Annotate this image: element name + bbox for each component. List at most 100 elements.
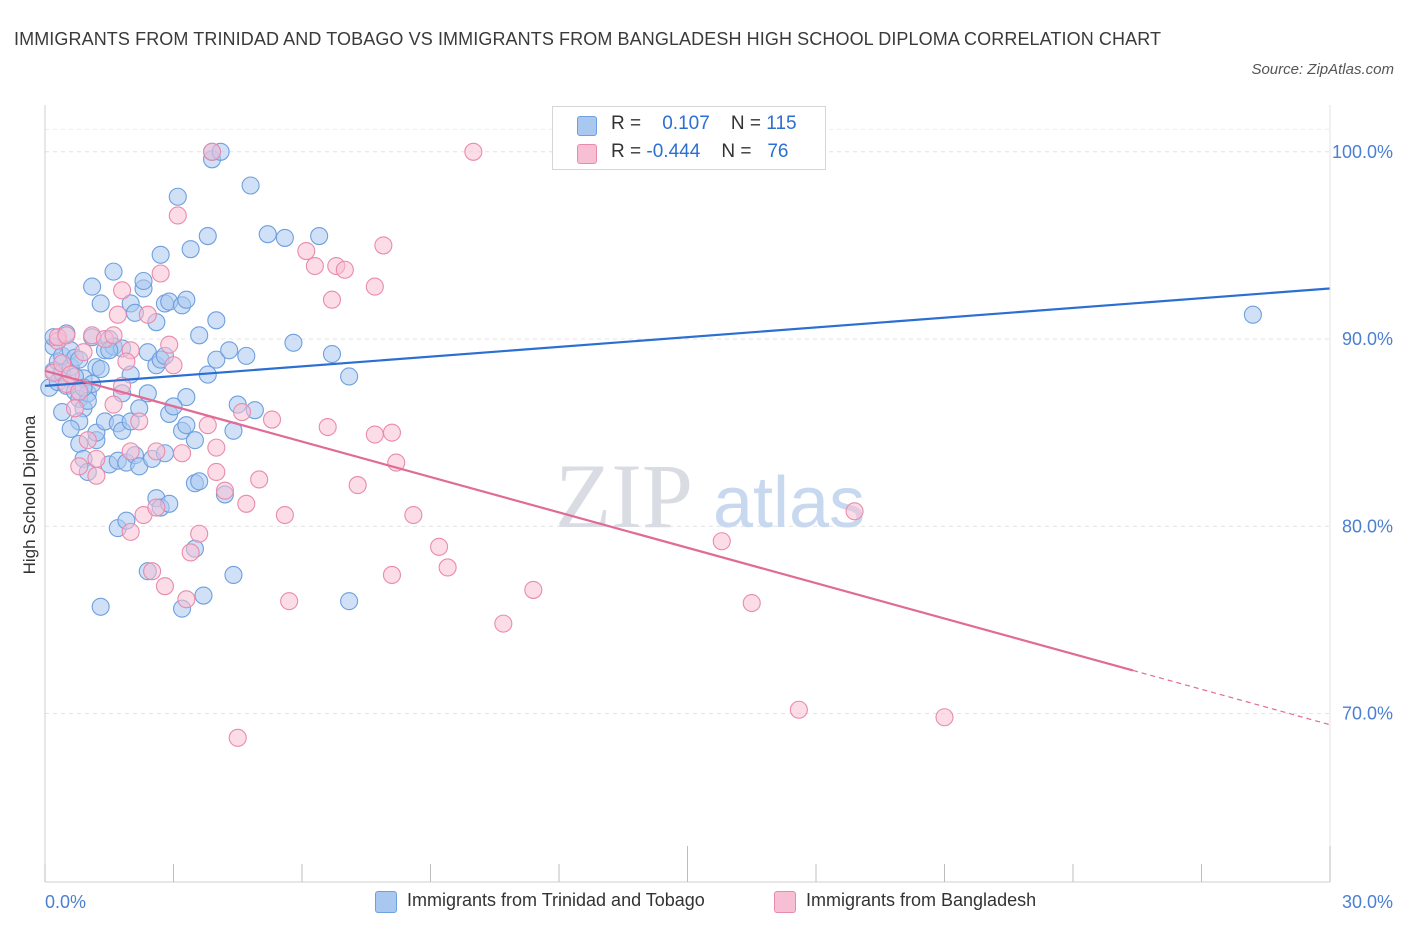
r-label: R =: [611, 113, 642, 134]
point-bangladesh: [121, 442, 140, 461]
point-trinidad: [198, 227, 217, 246]
point-bangladesh: [121, 522, 140, 541]
point-bangladesh: [348, 476, 367, 495]
point-bangladesh: [147, 498, 166, 517]
point-bangladesh: [104, 395, 123, 414]
point-bangladesh: [365, 277, 384, 296]
point-bangladesh: [335, 260, 354, 279]
point-trinidad: [151, 245, 170, 264]
trend-extension-bangladesh: [1132, 669, 1331, 726]
point-bangladesh: [297, 241, 316, 261]
point-trinidad: [275, 228, 294, 247]
point-trinidad: [181, 240, 200, 259]
point-trinidad: [310, 227, 329, 246]
point-trinidad: [134, 271, 153, 291]
point-bangladesh: [935, 708, 954, 727]
point-trinidad: [258, 225, 277, 244]
r-value: -0.444: [646, 141, 701, 162]
point-trinidad: [104, 262, 123, 281]
y-tick-label: 70.0%: [1342, 703, 1393, 723]
y-tick-label: 80.0%: [1342, 516, 1393, 536]
point-bangladesh: [250, 470, 269, 489]
stats-row-bangladesh: R = -0.444 N = 76: [577, 141, 788, 165]
point-bangladesh: [275, 505, 294, 525]
point-trinidad: [177, 290, 196, 309]
point-bangladesh: [524, 580, 543, 599]
point-bangladesh: [57, 326, 76, 345]
point-trinidad: [177, 416, 196, 435]
point-trinidad: [1243, 305, 1262, 324]
n-label: N =: [730, 113, 762, 134]
point-bangladesh: [177, 590, 196, 609]
point-bangladesh: [198, 416, 217, 435]
point-bangladesh: [318, 417, 337, 437]
point-bangladesh: [143, 562, 162, 581]
x-tick-label: 0.0%: [45, 892, 86, 912]
point-bangladesh: [712, 532, 731, 551]
point-bangladesh: [365, 425, 384, 444]
point-bangladesh: [382, 423, 402, 442]
point-bangladesh: [147, 442, 166, 461]
point-bangladesh: [207, 438, 226, 457]
n-value: 115: [766, 113, 797, 134]
point-bangladesh: [438, 558, 457, 577]
trend-line-bangladesh: [44, 369, 1134, 672]
point-bangladesh: [65, 399, 85, 418]
trend-line-trinidad: [44, 287, 1330, 387]
legend-label-bangladesh: Immigrants from Bangladesh: [806, 890, 1037, 910]
point-trinidad: [340, 592, 359, 611]
point-bangladesh: [104, 326, 123, 345]
point-trinidad: [185, 431, 204, 450]
point-bangladesh: [322, 290, 342, 309]
point-bangladesh: [305, 256, 324, 276]
point-bangladesh: [160, 335, 179, 354]
grid-lines: [45, 128, 1330, 714]
stats-swatch-trinidad: [577, 116, 597, 136]
legend-swatch-bangladesh: [774, 891, 796, 913]
r-label: R =: [611, 141, 642, 162]
point-trinidad: [322, 344, 342, 364]
point-bangladesh: [138, 305, 157, 324]
point-trinidad: [91, 359, 110, 379]
point-bangladesh: [207, 462, 226, 482]
point-bangladesh: [382, 565, 402, 584]
n-label: N =: [721, 141, 752, 162]
point-bangladesh: [237, 494, 256, 513]
point-bangladesh: [232, 403, 252, 422]
point-bangladesh: [113, 281, 132, 300]
point-bangladesh: [164, 356, 183, 375]
point-trinidad: [340, 367, 359, 386]
watermark: ZIP atlas: [555, 445, 865, 547]
point-bangladesh: [78, 431, 97, 450]
point-trinidad: [91, 597, 110, 616]
point-trinidad: [168, 187, 187, 206]
point-bangladesh: [203, 142, 222, 161]
point-bangladesh: [374, 236, 393, 255]
tick-labels: 100.0% 90.0% 80.0% 70.0% 0.0% 30.0%: [45, 142, 1393, 912]
point-bangladesh: [215, 481, 234, 500]
point-bangladesh: [845, 502, 864, 521]
point-trinidad: [177, 388, 196, 407]
point-bangladesh: [130, 412, 149, 431]
source-label: Source: ZipAtlas.com: [1251, 61, 1394, 78]
point-trinidad: [83, 277, 102, 296]
stats-legend: R = 0.107 N = 115 R = -0.444 N = 76: [552, 106, 826, 170]
y-tick-label: 100.0%: [1332, 142, 1393, 162]
point-bangladesh: [70, 382, 89, 401]
point-bangladesh: [181, 543, 200, 562]
point-bangladesh: [742, 593, 761, 613]
point-bangladesh: [430, 537, 449, 556]
point-bangladesh: [155, 577, 174, 596]
point-trinidad: [241, 176, 260, 195]
point-bangladesh: [280, 592, 299, 611]
point-bangladesh: [168, 206, 187, 225]
point-trinidad: [284, 333, 303, 352]
point-bangladesh: [404, 505, 423, 525]
point-trinidad: [91, 294, 110, 313]
y-tick-label: 90.0%: [1342, 329, 1393, 349]
stats-swatch-bangladesh: [577, 144, 597, 164]
point-bangladesh: [151, 264, 170, 283]
point-trinidad: [190, 326, 209, 345]
trend-lines: [44, 287, 1331, 726]
